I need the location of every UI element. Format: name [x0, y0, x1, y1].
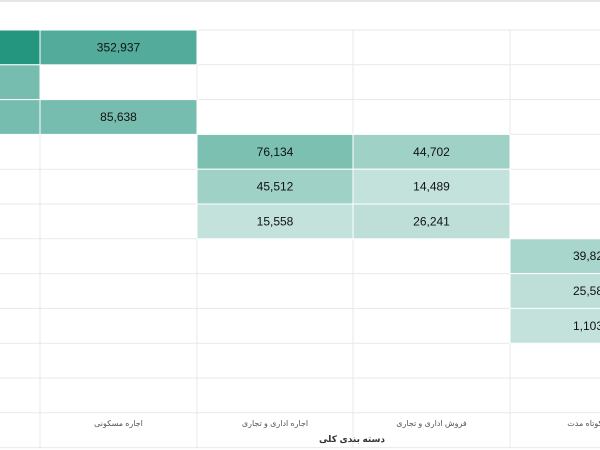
heatmap-cell	[0, 29, 41, 66]
heatmap-cell	[509, 307, 600, 344]
top-border	[0, 0, 600, 2]
heatmap-cell	[509, 273, 600, 309]
x-tick-label: فروش اداری و تجاری	[396, 419, 467, 428]
heatmap-cell	[39, 99, 198, 135]
cell-value-label: 25,58	[573, 284, 600, 298]
cell-value-label: 44,702	[413, 145, 450, 159]
heatmap-cell	[352, 133, 511, 170]
cell-value-label: 14,489	[413, 180, 450, 194]
x-tick-label: ه کوتاه مدت	[567, 419, 600, 428]
cell-value-label: 76,134	[257, 145, 294, 159]
cell-value-label: 26,241	[413, 214, 450, 228]
heatmap-cell	[196, 133, 354, 170]
cell-value-label: 352,937	[97, 40, 141, 54]
x-tick-label: اجاره اداری و تجاری	[242, 419, 308, 428]
heatmap-cell	[196, 168, 354, 205]
cell-value-label: 1,103	[573, 319, 600, 333]
cell-value-label: 45,512	[257, 180, 294, 194]
heatmap-cells: 352,937 85,638 76,134 44,702 45,512 14,489 15,…	[0, 29, 600, 344]
heatmap-cell	[196, 203, 354, 240]
heatmap-cell	[352, 203, 511, 240]
heatmap-cell	[39, 29, 198, 66]
cell-value-label: 15,558	[257, 214, 294, 228]
heatmap-cell	[0, 99, 41, 135]
cell-value-label: 85,638	[100, 110, 137, 124]
heatmap-cell	[352, 168, 511, 205]
x-axis-title: دسته بندی کلی	[319, 434, 385, 444]
x-tick-label: اجاره مسکونی	[94, 419, 143, 428]
heatmap-cell	[0, 64, 41, 101]
cell-value-label: 39,82	[573, 249, 600, 263]
x-axis-ticks: اجاره مسکونی اجاره اداری و تجاری فروش ادار…	[94, 419, 600, 428]
